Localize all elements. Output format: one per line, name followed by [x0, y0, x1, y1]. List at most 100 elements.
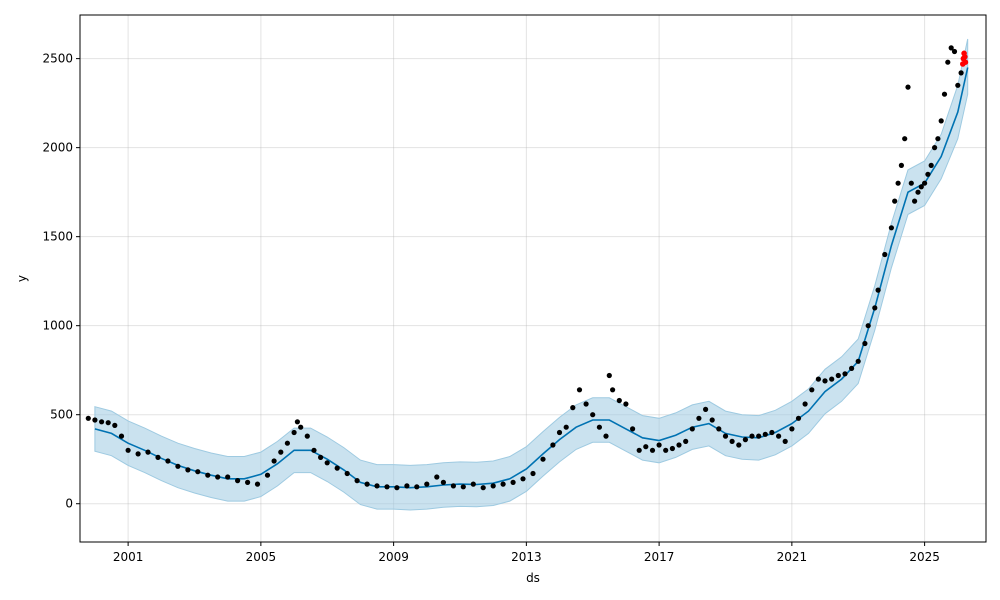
observed-point	[185, 467, 191, 473]
observed-point	[603, 433, 609, 439]
observed-point	[414, 484, 420, 490]
y-tick-label: 1000	[42, 319, 73, 333]
x-tick-label: 2001	[113, 550, 144, 564]
observed-point	[898, 162, 905, 168]
observed-point	[815, 376, 822, 382]
highlight-point	[962, 59, 969, 65]
observed-point	[225, 474, 231, 480]
observed-point	[145, 449, 151, 455]
observed-point	[955, 82, 961, 88]
observed-point	[563, 424, 569, 430]
observed-point	[709, 417, 715, 423]
observed-point	[318, 454, 324, 460]
observed-point	[948, 45, 954, 51]
observed-point	[729, 438, 735, 444]
observed-point	[663, 447, 669, 453]
observed-point	[809, 387, 815, 393]
observed-point	[155, 454, 161, 460]
observed-point	[254, 481, 261, 487]
observed-point	[384, 484, 390, 490]
observed-point	[918, 184, 924, 190]
observed-point	[872, 305, 878, 311]
observed-point	[284, 440, 290, 446]
observed-point	[576, 387, 583, 393]
observed-point	[135, 451, 141, 457]
observed-point	[550, 442, 556, 448]
y-tick-label: 0	[65, 497, 73, 511]
observed-point	[922, 180, 928, 186]
observed-point	[928, 162, 934, 168]
observed-point	[855, 358, 861, 364]
observed-point	[596, 424, 603, 430]
observed-point	[941, 91, 948, 97]
observed-point	[85, 415, 91, 421]
observed-point	[649, 447, 656, 453]
observed-point	[165, 458, 171, 464]
observed-point	[762, 431, 768, 437]
observed-point	[510, 479, 516, 485]
observed-point	[716, 426, 722, 432]
observed-point	[610, 387, 616, 393]
observed-point	[440, 479, 446, 485]
observed-point	[938, 118, 944, 124]
observed-point	[656, 442, 662, 448]
observed-point	[590, 412, 596, 418]
observed-point	[875, 287, 881, 293]
forecast-line-layer	[94, 67, 969, 489]
y-tick-label: 2500	[42, 52, 73, 66]
observed-point	[264, 472, 271, 478]
observed-point	[298, 424, 304, 430]
observed-point	[520, 476, 526, 482]
observed-point	[175, 463, 181, 469]
x-tick-label: 2021	[777, 550, 808, 564]
observed-point	[892, 198, 898, 204]
observed-point	[195, 469, 201, 475]
observed-point	[925, 171, 931, 177]
x-axis-ticks: 2001 2005 2009 2013 2017 2021 2025	[113, 542, 940, 564]
y-axis-ticks: 0 500 1000 1500 2000 2500	[42, 52, 80, 511]
observed-point	[945, 59, 951, 65]
observed-point	[92, 417, 98, 423]
observed-point	[374, 483, 380, 489]
highlight-point	[962, 54, 968, 60]
observed-point	[434, 474, 440, 480]
observed-point	[606, 372, 612, 379]
observed-point	[630, 426, 636, 432]
observed-point	[895, 180, 901, 186]
observed-point	[905, 84, 911, 90]
observed-point	[460, 484, 466, 490]
observed-point	[354, 478, 360, 484]
observed-point	[782, 438, 788, 444]
observed-point	[125, 447, 131, 453]
observed-point	[683, 438, 689, 444]
observed-point	[756, 433, 762, 439]
x-axis-label: ds	[526, 571, 540, 585]
observed-point	[636, 447, 642, 453]
observed-point	[105, 420, 111, 426]
observed-point	[842, 371, 848, 377]
observed-point	[902, 136, 908, 142]
observed-point	[205, 472, 211, 478]
x-tick-label: 2009	[378, 550, 409, 564]
observed-point	[795, 415, 802, 421]
observed-point	[829, 376, 835, 382]
y-tick-label: 1500	[42, 230, 73, 244]
observed-point	[722, 433, 729, 439]
observed-point	[862, 340, 868, 347]
observed-point	[364, 481, 370, 487]
observed-point	[676, 442, 682, 448]
observed-point	[450, 483, 456, 489]
observed-point	[112, 422, 118, 428]
observed-point	[696, 415, 702, 421]
observed-point	[935, 136, 941, 142]
x-tick-label: 2025	[909, 550, 940, 564]
observed-point	[556, 429, 563, 436]
observed-point	[865, 323, 871, 329]
observed-points-layer	[85, 45, 964, 491]
observed-point	[616, 397, 622, 404]
gridlines	[80, 15, 986, 542]
observed-point	[490, 483, 496, 489]
observed-point	[334, 465, 340, 471]
observed-point	[958, 70, 964, 76]
